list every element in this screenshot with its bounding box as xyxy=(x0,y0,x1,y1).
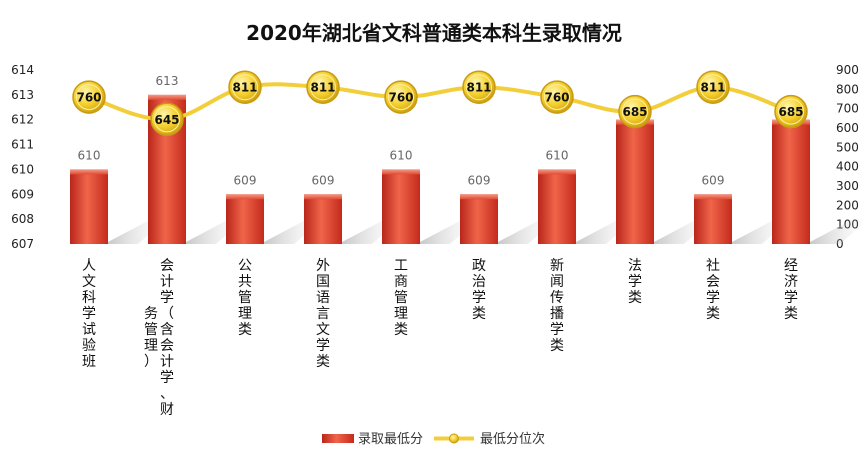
legend-label: 最低分位次 xyxy=(480,431,545,447)
y-left-tick-label: 607 xyxy=(11,237,34,251)
bar-top-bevel xyxy=(382,169,420,175)
y-right-tick-label: 800 xyxy=(836,82,859,96)
category-label: 会计学（含会计学、财 xyxy=(160,258,174,418)
line-point-rim xyxy=(310,74,336,101)
line-point xyxy=(618,94,652,129)
line-point xyxy=(462,70,496,104)
line-point-label: 645 xyxy=(154,113,179,127)
category-label: 政治学类 xyxy=(472,258,486,322)
line-point-rim xyxy=(700,74,726,101)
y-left-tick-label: 609 xyxy=(11,187,34,201)
line-point xyxy=(384,80,418,114)
y-left-tick-label: 611 xyxy=(11,138,34,152)
bar-top-bevel xyxy=(304,194,342,200)
bar-top-bevel xyxy=(538,169,576,175)
bar-value-label: 610 xyxy=(546,148,569,162)
line-point xyxy=(306,70,340,104)
bar-value-label: 609 xyxy=(468,173,491,187)
line-point-label: 811 xyxy=(466,81,491,95)
bar-top-bevel xyxy=(226,194,264,200)
bar xyxy=(694,194,732,244)
category-label: 务管理） xyxy=(144,306,158,370)
bar xyxy=(382,169,420,244)
bar-value-label: 613 xyxy=(156,74,179,88)
bar-top-bevel xyxy=(460,194,498,200)
category-label: 工商管理类 xyxy=(394,258,408,338)
line-point-rim xyxy=(76,84,102,111)
y-right-tick-label: 400 xyxy=(836,160,859,174)
bar xyxy=(772,119,810,244)
line-point-rim xyxy=(544,84,570,111)
line-layer: 760 645 811 811 760 811 760 685 811 685 xyxy=(72,70,808,137)
y-right-tick-label: 900 xyxy=(836,63,859,77)
bar xyxy=(70,169,108,244)
line-point-label: 685 xyxy=(622,105,647,119)
y-left-tick-label: 612 xyxy=(11,113,34,127)
y-left-tick-label: 613 xyxy=(11,88,34,102)
line-point-rim xyxy=(622,98,648,125)
bar xyxy=(226,194,264,244)
line-point-label: 760 xyxy=(388,91,413,105)
chart-title: 2020年湖北省文科普通类本科生录取情况 xyxy=(246,21,622,45)
bar xyxy=(304,194,342,244)
bar xyxy=(616,119,654,244)
line-point-label: 811 xyxy=(232,81,257,95)
category-label: 新闻传播学类 xyxy=(550,258,564,354)
category-label: 法学类 xyxy=(628,258,642,306)
line-point-rim xyxy=(466,74,492,101)
category-label: 公共管理类 xyxy=(238,258,252,338)
category-label: 社会学类 xyxy=(706,258,720,322)
line-point-label: 811 xyxy=(310,81,335,95)
line-point xyxy=(150,102,184,137)
line-point xyxy=(774,94,808,129)
y-right-tick-label: 700 xyxy=(836,102,859,116)
category-label: 经济学类 xyxy=(784,258,798,322)
line-point-label: 685 xyxy=(778,105,803,119)
y-left-tick-label: 608 xyxy=(11,212,34,226)
bar-value-label: 610 xyxy=(78,148,101,162)
y-left-tick-label: 614 xyxy=(11,63,34,77)
line-point xyxy=(696,70,730,104)
legend-label: 录取最低分 xyxy=(358,432,423,447)
bar-value-label: 610 xyxy=(390,148,413,162)
category-label: 外国语言文学类 xyxy=(316,258,330,370)
line-point-rim xyxy=(154,106,180,133)
bar-shadow xyxy=(810,219,868,244)
line-point-label: 760 xyxy=(544,91,569,105)
line-point xyxy=(540,80,574,114)
legend-swatch-bar xyxy=(322,434,354,443)
bar-top-bevel xyxy=(694,194,732,200)
legend: 录取最低分 最低分位次 xyxy=(322,431,545,447)
y-left-tick-label: 610 xyxy=(11,162,34,176)
line-point-rim xyxy=(778,98,804,125)
y-right-tick-label: 300 xyxy=(836,179,859,193)
line-point xyxy=(72,80,106,114)
bar-top-bevel xyxy=(70,169,108,175)
y-right-tick-label: 500 xyxy=(836,140,859,154)
bar xyxy=(538,169,576,244)
bar-value-label: 609 xyxy=(312,173,335,187)
y-right-tick-label: 200 xyxy=(836,198,859,212)
line-point-rim xyxy=(388,84,414,111)
line-point-label: 811 xyxy=(700,81,725,95)
bar xyxy=(460,194,498,244)
bar-top-bevel xyxy=(148,94,186,100)
category-label: 人文科学试验班 xyxy=(82,258,96,370)
bar-value-label: 609 xyxy=(702,173,725,187)
y-right-tick-label: 600 xyxy=(836,121,859,135)
legend-swatch-point xyxy=(449,433,459,444)
bar-value-label: 609 xyxy=(234,173,257,187)
line-point-rim xyxy=(232,74,258,101)
line-point-label: 760 xyxy=(76,91,101,105)
bars-layer: 610613609609610609610612609612 xyxy=(70,74,810,244)
line-point xyxy=(228,70,262,104)
series-line xyxy=(87,82,793,122)
